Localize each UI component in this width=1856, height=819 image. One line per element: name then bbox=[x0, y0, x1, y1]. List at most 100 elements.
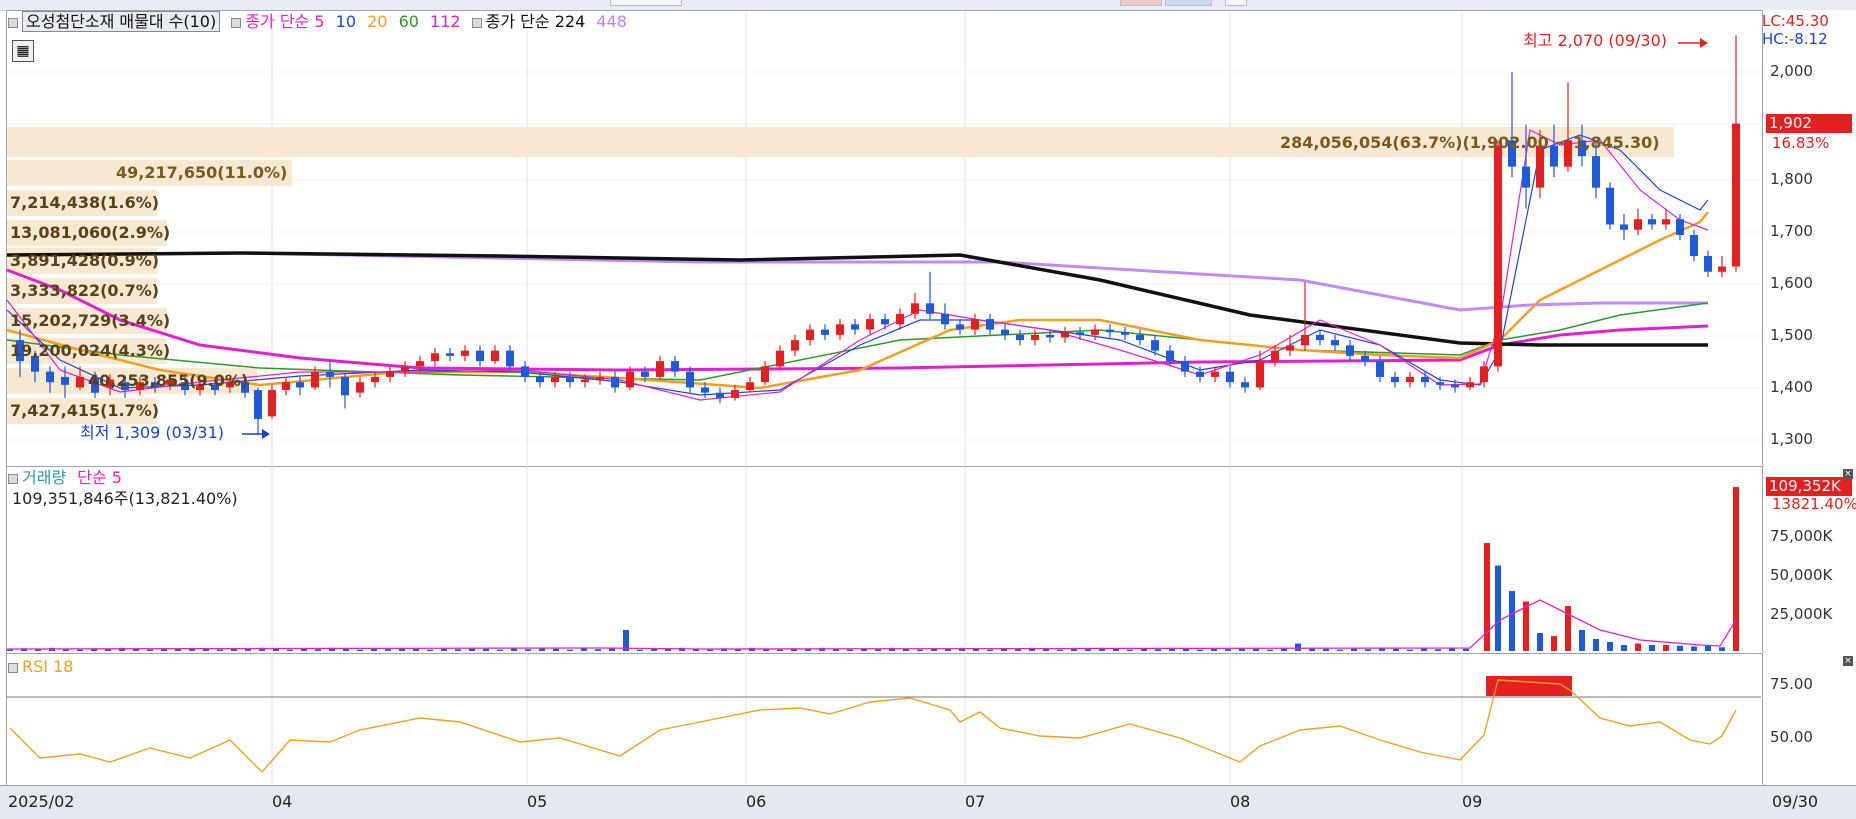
candle-body bbox=[476, 350, 484, 362]
toolbar-button[interactable] bbox=[610, 0, 682, 6]
candle-body bbox=[181, 382, 189, 391]
candle-body bbox=[971, 319, 979, 330]
volume-bar bbox=[889, 647, 895, 651]
vp-label: 7,427,415(1.7%) bbox=[10, 401, 160, 420]
volume-bar bbox=[35, 649, 41, 651]
candle-body bbox=[926, 303, 934, 314]
volume-bar bbox=[1155, 649, 1161, 651]
candle-body bbox=[1226, 371, 1234, 383]
candle-body bbox=[1046, 334, 1054, 338]
volume-bar bbox=[413, 648, 419, 651]
candle-body bbox=[1704, 256, 1712, 272]
close-icon[interactable]: × bbox=[1843, 656, 1853, 666]
candle-body bbox=[1181, 361, 1189, 372]
volume-bar bbox=[567, 649, 573, 651]
candle-body bbox=[1241, 382, 1249, 388]
candle-body bbox=[341, 376, 349, 396]
volume-bar bbox=[273, 648, 279, 651]
candle-body bbox=[106, 379, 114, 388]
candle-body bbox=[16, 340, 24, 362]
volume-ma: 단순 5 bbox=[77, 468, 122, 487]
candle-body bbox=[401, 366, 409, 372]
volume-bar bbox=[1677, 645, 1683, 651]
volume-bar bbox=[1537, 633, 1543, 651]
volume-bar bbox=[1309, 647, 1315, 651]
date-label: 07 bbox=[965, 792, 986, 811]
candle-body bbox=[1136, 334, 1144, 341]
volume-bar bbox=[469, 647, 475, 651]
price-pane[interactable] bbox=[6, 10, 1764, 467]
ma2-toggle-icon[interactable] bbox=[471, 17, 482, 28]
volume-bar bbox=[1463, 648, 1469, 651]
candle-body bbox=[551, 376, 559, 383]
volume-bar bbox=[357, 649, 363, 651]
toolbar-button[interactable] bbox=[1225, 0, 1247, 6]
grid-table-icon[interactable]: ▦ bbox=[12, 40, 34, 62]
candle-body bbox=[1151, 340, 1159, 351]
volume-pane[interactable] bbox=[6, 466, 1764, 654]
volume-bar bbox=[245, 649, 251, 651]
toolbar-button[interactable] bbox=[1165, 0, 1212, 6]
ma-224-line bbox=[6, 251, 1708, 347]
candle-body bbox=[91, 376, 99, 393]
volume-bar bbox=[1141, 648, 1147, 651]
volume-bar bbox=[511, 648, 517, 651]
candle-body bbox=[1578, 140, 1586, 157]
candle-body bbox=[1676, 219, 1684, 235]
volume-bar bbox=[1421, 648, 1427, 651]
price-tick: 1,400 bbox=[1770, 378, 1813, 396]
volume-bar bbox=[1379, 647, 1385, 651]
volume-bar bbox=[203, 648, 209, 651]
candle-body bbox=[1166, 350, 1174, 362]
volume-bar bbox=[1015, 649, 1021, 651]
volume-bar bbox=[539, 647, 545, 651]
date-label-last: 09/30 bbox=[1772, 792, 1819, 811]
candle-body bbox=[1091, 329, 1099, 335]
candle-body bbox=[296, 382, 304, 388]
vp-label: 7,214,438(1.6%) bbox=[10, 193, 160, 212]
close-icon[interactable]: × bbox=[1843, 469, 1853, 479]
volume-bar bbox=[259, 647, 265, 651]
candle-body bbox=[1648, 219, 1656, 225]
volume-toggle-icon[interactable] bbox=[8, 473, 18, 484]
candle-body bbox=[166, 379, 174, 385]
toolbar-button[interactable] bbox=[1120, 0, 1162, 6]
candle-body bbox=[806, 329, 814, 341]
candle-body bbox=[1536, 145, 1544, 188]
change-pct: 16.83% bbox=[1772, 134, 1830, 152]
rsi-toggle-icon[interactable] bbox=[8, 662, 18, 673]
date-label: 2025/02 bbox=[8, 792, 75, 811]
volume-profile-band bbox=[7, 160, 292, 186]
ma-toggle-icon[interactable] bbox=[231, 17, 242, 28]
ma2-label: 종가 단순 224 bbox=[485, 12, 586, 31]
candle-body bbox=[1406, 376, 1414, 383]
candle-body bbox=[1494, 145, 1502, 367]
volume-profile-band bbox=[7, 190, 157, 216]
volume-bar bbox=[1719, 647, 1725, 651]
candle-body bbox=[371, 376, 379, 383]
rsi-axis bbox=[1762, 653, 1856, 784]
vp-label: 284,056,054(63.7%)(1,902.00 ~ 1,845.30) bbox=[1280, 133, 1660, 152]
volume-current-pct: 13821.40% bbox=[1772, 495, 1856, 513]
candle-body bbox=[956, 324, 964, 330]
indicator-title[interactable]: 오성첨단소재 매물대 수(10) bbox=[22, 11, 221, 32]
volume-bar bbox=[1365, 649, 1371, 651]
rsi-pane[interactable] bbox=[6, 653, 1764, 786]
candle-body bbox=[1301, 334, 1309, 346]
volume-bar bbox=[105, 649, 111, 651]
hc-value: HC:-8.12 bbox=[1762, 30, 1828, 48]
candle-body bbox=[1211, 371, 1219, 377]
candle-body bbox=[326, 371, 334, 377]
price-tick: 1,800 bbox=[1770, 170, 1813, 188]
volume-bar bbox=[1351, 648, 1357, 651]
rsi-tick: 50.00 bbox=[1770, 728, 1813, 746]
date-label: 06 bbox=[746, 792, 767, 811]
pane-toggle-icon[interactable] bbox=[8, 17, 18, 28]
candle-body bbox=[386, 371, 394, 377]
volume-bar bbox=[189, 647, 195, 651]
candle-body bbox=[1286, 345, 1294, 351]
volume-bar bbox=[91, 648, 97, 651]
volume-bar bbox=[217, 649, 223, 651]
volume-bar bbox=[1085, 649, 1091, 651]
